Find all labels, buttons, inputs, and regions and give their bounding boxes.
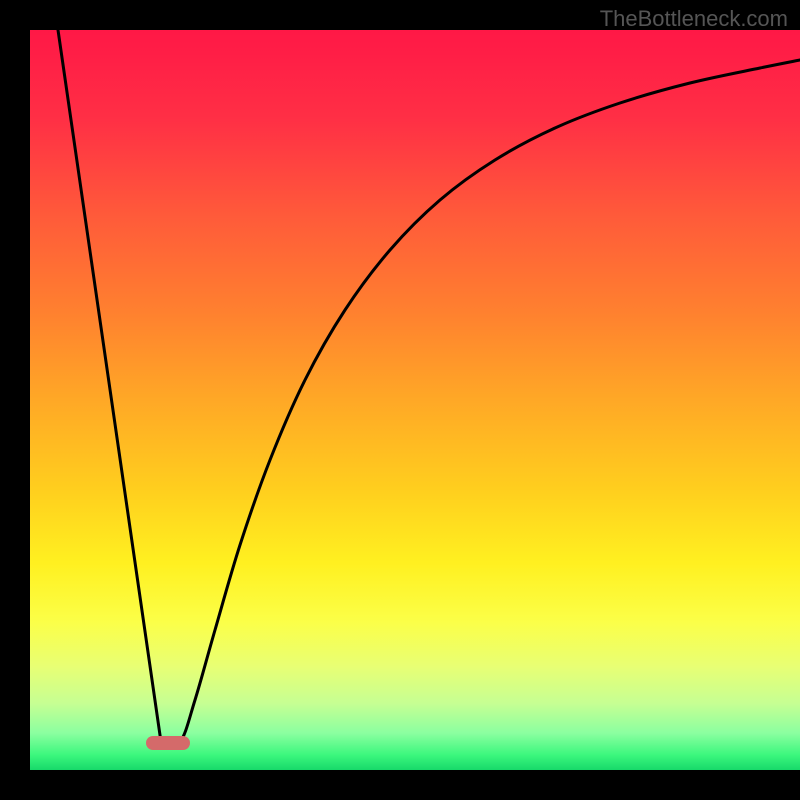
frame-bot — [0, 770, 800, 800]
chart-container: TheBottleneck.com — [0, 0, 800, 800]
chart-background — [30, 30, 800, 770]
bottleneck-curve-chart — [0, 0, 800, 800]
dip-marker — [146, 736, 190, 750]
frame-left — [0, 0, 30, 800]
watermark-text: TheBottleneck.com — [600, 6, 788, 32]
